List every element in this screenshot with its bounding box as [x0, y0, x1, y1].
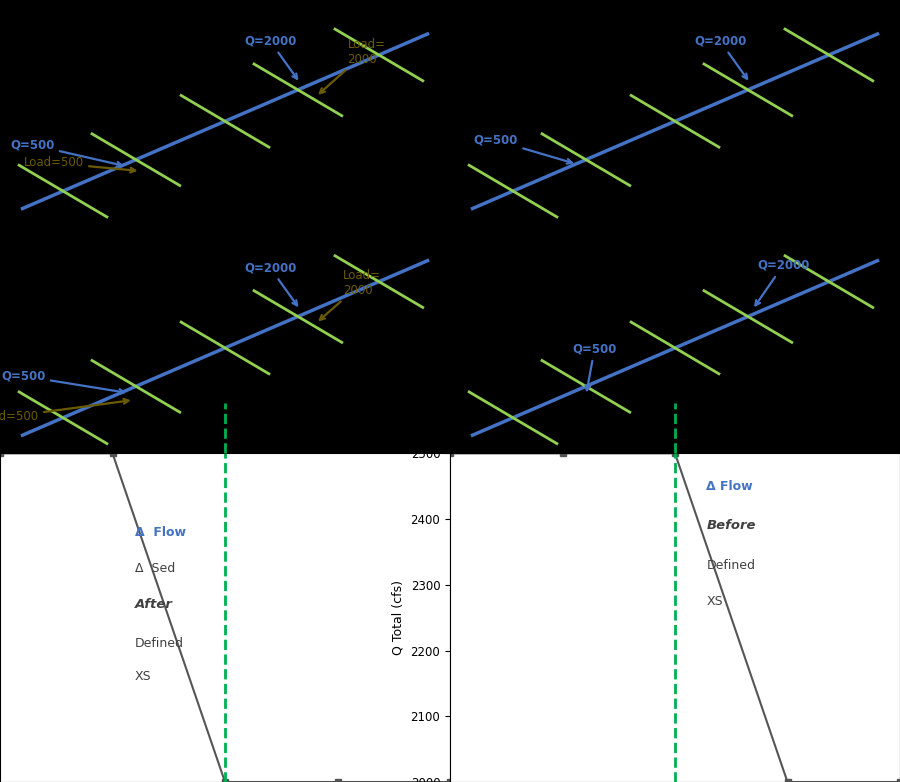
Text: Load=500: Load=500 [23, 156, 135, 172]
Text: Load=
2000: Load= 2000 [320, 269, 381, 320]
Text: After: After [135, 598, 173, 611]
Text: Defined: Defined [706, 558, 755, 572]
Text: Q=2000: Q=2000 [244, 34, 297, 79]
Text: Load=500: Load=500 [0, 399, 129, 423]
Text: Δ  Flow: Δ Flow [135, 526, 186, 539]
Text: Δ  Sed: Δ Sed [135, 561, 176, 575]
Y-axis label: Q Total (cfs): Q Total (cfs) [392, 580, 405, 655]
Text: XS: XS [706, 594, 723, 608]
Text: Q=500: Q=500 [10, 138, 122, 167]
Text: Defined: Defined [135, 637, 184, 651]
Text: Q=500: Q=500 [1, 370, 124, 394]
Text: Q=2000: Q=2000 [755, 259, 809, 306]
Text: XS: XS [135, 670, 151, 683]
Text: Before: Before [706, 519, 756, 532]
Text: Q=2000: Q=2000 [244, 261, 297, 306]
Text: Δ Flow: Δ Flow [706, 479, 753, 493]
Text: Load=
2000: Load= 2000 [320, 38, 385, 93]
Text: Q=500: Q=500 [473, 134, 572, 163]
Text: Q=2000: Q=2000 [694, 34, 747, 79]
Text: Q=500: Q=500 [572, 343, 616, 390]
